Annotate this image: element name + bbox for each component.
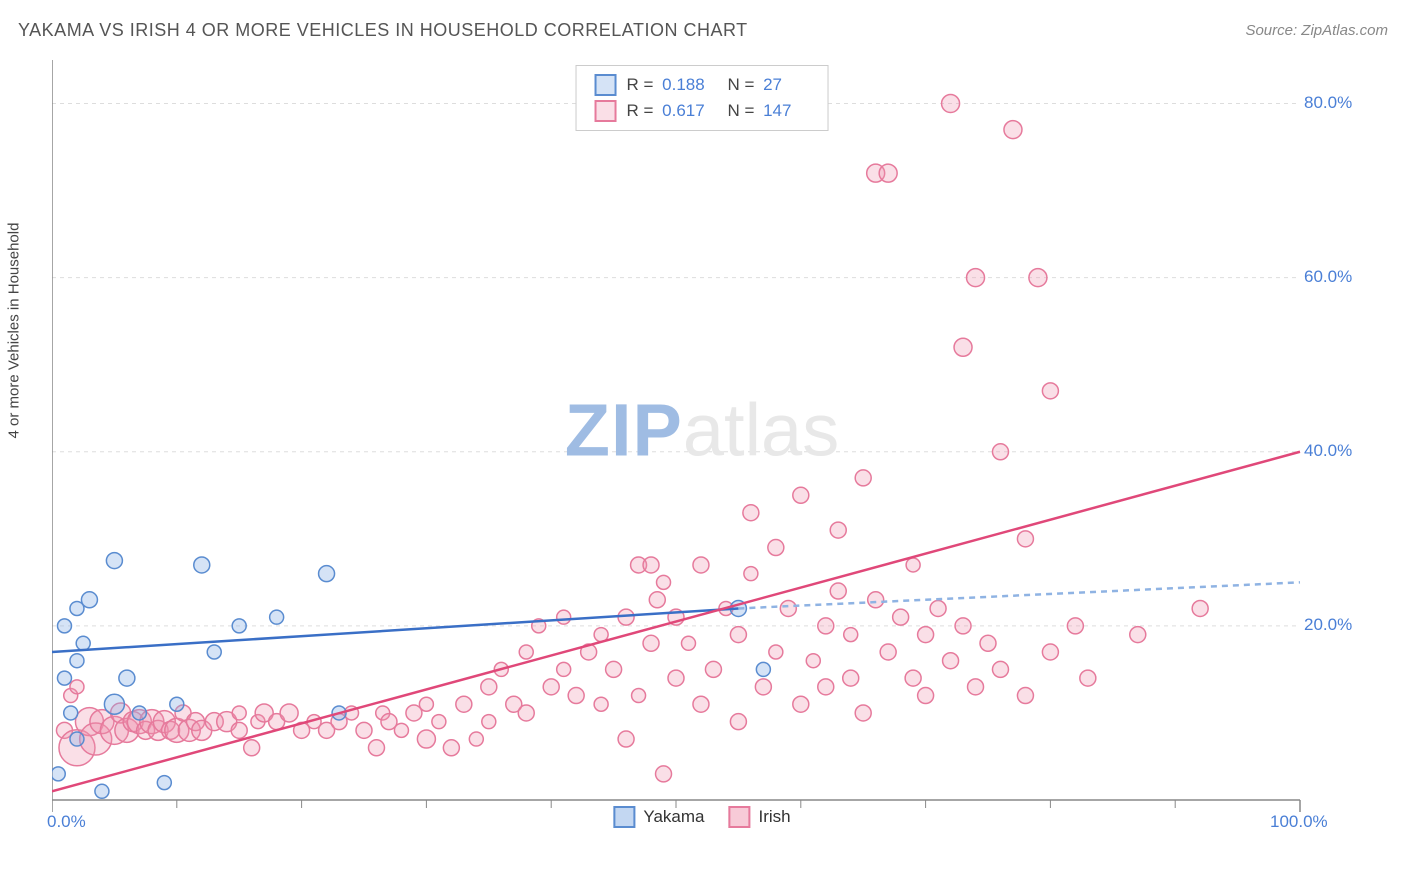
chart-area: ZIPatlas R = 0.188 N = 27 R = 0.617 N = … — [52, 60, 1352, 830]
chart-header: YAKAMA VS IRISH 4 OR MORE VEHICLES IN HO… — [18, 20, 1388, 41]
swatch-irish — [595, 100, 617, 122]
chart-source: Source: ZipAtlas.com — [1245, 22, 1388, 39]
y-axis-label-60: 60.0% — [1304, 267, 1352, 287]
legend-row-yakama: R = 0.188 N = 27 — [595, 72, 810, 98]
x-axis-max-label: 100.0% — [1270, 812, 1328, 832]
y-axis-label-20: 20.0% — [1304, 615, 1352, 635]
legend-item-yakama: Yakama — [613, 806, 704, 828]
swatch-yakama — [595, 74, 617, 96]
swatch-irish-icon — [728, 806, 750, 828]
swatch-yakama-icon — [613, 806, 635, 828]
x-axis-min-label: 0.0% — [47, 812, 86, 832]
series-legend: Yakama Irish — [613, 806, 790, 828]
legend-row-irish: R = 0.617 N = 147 — [595, 98, 810, 124]
y-axis-label-40: 40.0% — [1304, 441, 1352, 461]
y-axis-label-80: 80.0% — [1304, 93, 1352, 113]
y-axis-label: 4 or more Vehicles in Household — [6, 223, 23, 439]
chart-title: YAKAMA VS IRISH 4 OR MORE VEHICLES IN HO… — [18, 20, 748, 41]
scatter-chart — [52, 60, 1352, 830]
correlation-legend: R = 0.188 N = 27 R = 0.617 N = 147 — [576, 65, 829, 131]
legend-item-irish: Irish — [728, 806, 790, 828]
